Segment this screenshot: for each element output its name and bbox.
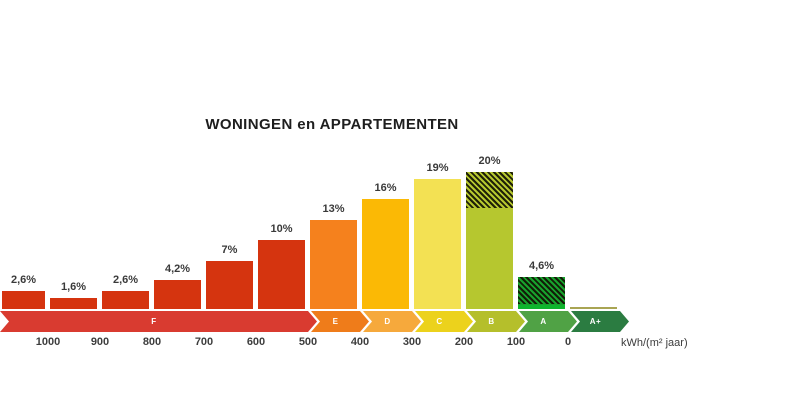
hatch-overlay xyxy=(518,277,565,304)
bar-A+ xyxy=(570,307,617,309)
scale-letter: E xyxy=(332,317,339,326)
scale-letter: B xyxy=(488,317,495,326)
tick-label-300: 300 xyxy=(402,336,422,348)
tick-label-200: 200 xyxy=(454,336,474,348)
bar-value-label: 16% xyxy=(374,182,397,194)
bar-value-label: 10% xyxy=(270,223,293,235)
tick-label-900: 900 xyxy=(90,336,110,348)
bar-F xyxy=(2,291,45,309)
scale-segment-C: C xyxy=(415,311,473,332)
tick-label-0: 0 xyxy=(564,336,572,348)
bar-E xyxy=(310,220,357,309)
bar-value-label: 4,2% xyxy=(164,263,191,275)
bar-F xyxy=(50,298,97,309)
tick-label-100: 100 xyxy=(506,336,526,348)
scale-segment-A+: A+ xyxy=(571,311,629,332)
bar-B xyxy=(466,172,513,309)
scale-letter: D xyxy=(384,317,391,326)
bar-value-label: 4,6% xyxy=(528,260,555,272)
scale-segment-A: A xyxy=(519,311,577,332)
scale-letter: F xyxy=(151,317,157,326)
bar-value-label: 1,6% xyxy=(60,281,87,293)
bar-F xyxy=(206,261,253,309)
tick-label-800: 800 xyxy=(142,336,162,348)
bar-value-label: 2,6% xyxy=(112,274,139,286)
bar-value-label: 19% xyxy=(426,162,449,174)
scale-letter: A+ xyxy=(589,317,602,326)
bar-value-label: 13% xyxy=(322,203,345,215)
solid-bottom-strip xyxy=(518,305,565,309)
bar-value-label: 2,6% xyxy=(10,274,37,286)
bar-F xyxy=(102,291,149,309)
scale-letter: C xyxy=(436,317,443,326)
hatch-overlay xyxy=(466,172,513,208)
scale-segment-B: B xyxy=(467,311,525,332)
bar-A xyxy=(518,277,565,309)
scale-segment-D: D xyxy=(363,311,421,332)
tick-label-600: 600 xyxy=(246,336,266,348)
chart-title: WONINGEN en APPARTEMENTEN xyxy=(205,116,459,133)
scale-segment-E: E xyxy=(311,311,369,332)
tick-label-1000: 1000 xyxy=(35,336,61,348)
scale-letter: A xyxy=(540,317,547,326)
tick-label-400: 400 xyxy=(350,336,370,348)
bar-C xyxy=(414,179,461,309)
bar-F xyxy=(258,240,305,309)
bar-F xyxy=(154,280,201,309)
tick-label-500: 500 xyxy=(298,336,318,348)
scale-segment-F: F xyxy=(0,311,317,332)
bar-value-label: 7% xyxy=(221,244,238,256)
x-axis-unit-label: kWh/(m² jaar) xyxy=(621,337,688,349)
tick-label-700: 700 xyxy=(194,336,214,348)
bar-value-label: 20% xyxy=(478,155,501,167)
bar-D xyxy=(362,199,409,309)
